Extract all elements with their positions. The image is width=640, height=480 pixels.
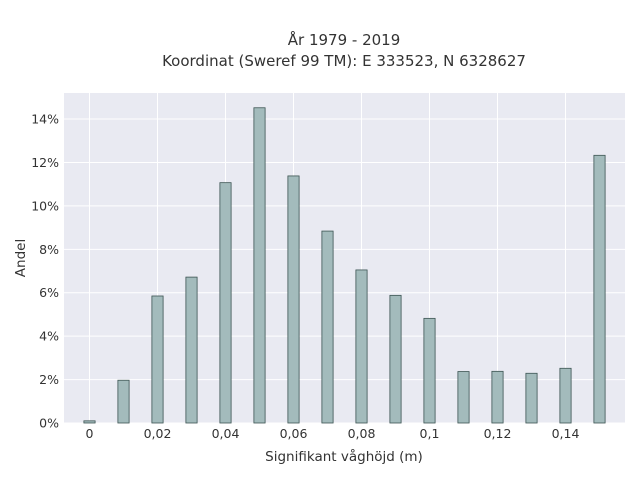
bar-4	[219, 182, 232, 424]
bar-12	[491, 370, 504, 424]
x-tick-label-0: 0	[86, 426, 94, 441]
bar-1	[117, 379, 130, 424]
y-tick-label-5: 10%	[31, 198, 59, 213]
x-tick-label-3: 0,06	[280, 426, 308, 441]
x-tick-label-2: 0,04	[212, 426, 240, 441]
y-tick-label-7: 14%	[31, 112, 59, 127]
bar-10	[423, 317, 436, 424]
y-tick-label-6: 12%	[31, 155, 59, 170]
bar-14	[559, 367, 572, 424]
x-tick-label-7: 0,14	[552, 426, 580, 441]
chart-subtitle: Koordinat (Sweref 99 TM): E 333523, N 63…	[162, 52, 526, 70]
bar-2	[151, 295, 164, 424]
bar-15	[593, 154, 606, 424]
y-axis-label: Andel	[13, 239, 29, 277]
bar-11	[457, 371, 470, 424]
y-axis-ticks: 0% 2% 4% 6% 8% 10% 12% 14%	[31, 112, 59, 431]
x-axis-ticks: 0 0,02 0,04 0,06 0,08 0,1 0,12 0,14	[86, 426, 580, 441]
bar-6	[287, 175, 300, 424]
x-tick-label-6: 0,12	[484, 426, 512, 441]
plot-area	[64, 93, 625, 423]
x-axis-label: Signifikant våghöjd (m)	[265, 448, 423, 465]
y-tick-label-2: 4%	[39, 329, 59, 344]
y-tick-label-4: 8%	[39, 242, 59, 257]
bar-0	[83, 420, 96, 424]
y-tick-label-0: 0%	[39, 416, 59, 431]
bar-3	[185, 276, 198, 424]
chart-title: År 1979 - 2019	[288, 30, 401, 49]
bar-8	[355, 269, 368, 424]
bar-9	[389, 294, 402, 424]
bar-7	[321, 230, 334, 424]
x-tick-label-1: 0,02	[144, 426, 172, 441]
x-tick-label-5: 0,1	[420, 426, 440, 441]
bar-13	[525, 372, 538, 424]
bars	[83, 107, 606, 424]
y-tick-label-1: 2%	[39, 372, 59, 387]
x-tick-label-4: 0,08	[348, 426, 376, 441]
y-tick-label-3: 6%	[39, 285, 59, 300]
bar-5	[253, 107, 266, 424]
